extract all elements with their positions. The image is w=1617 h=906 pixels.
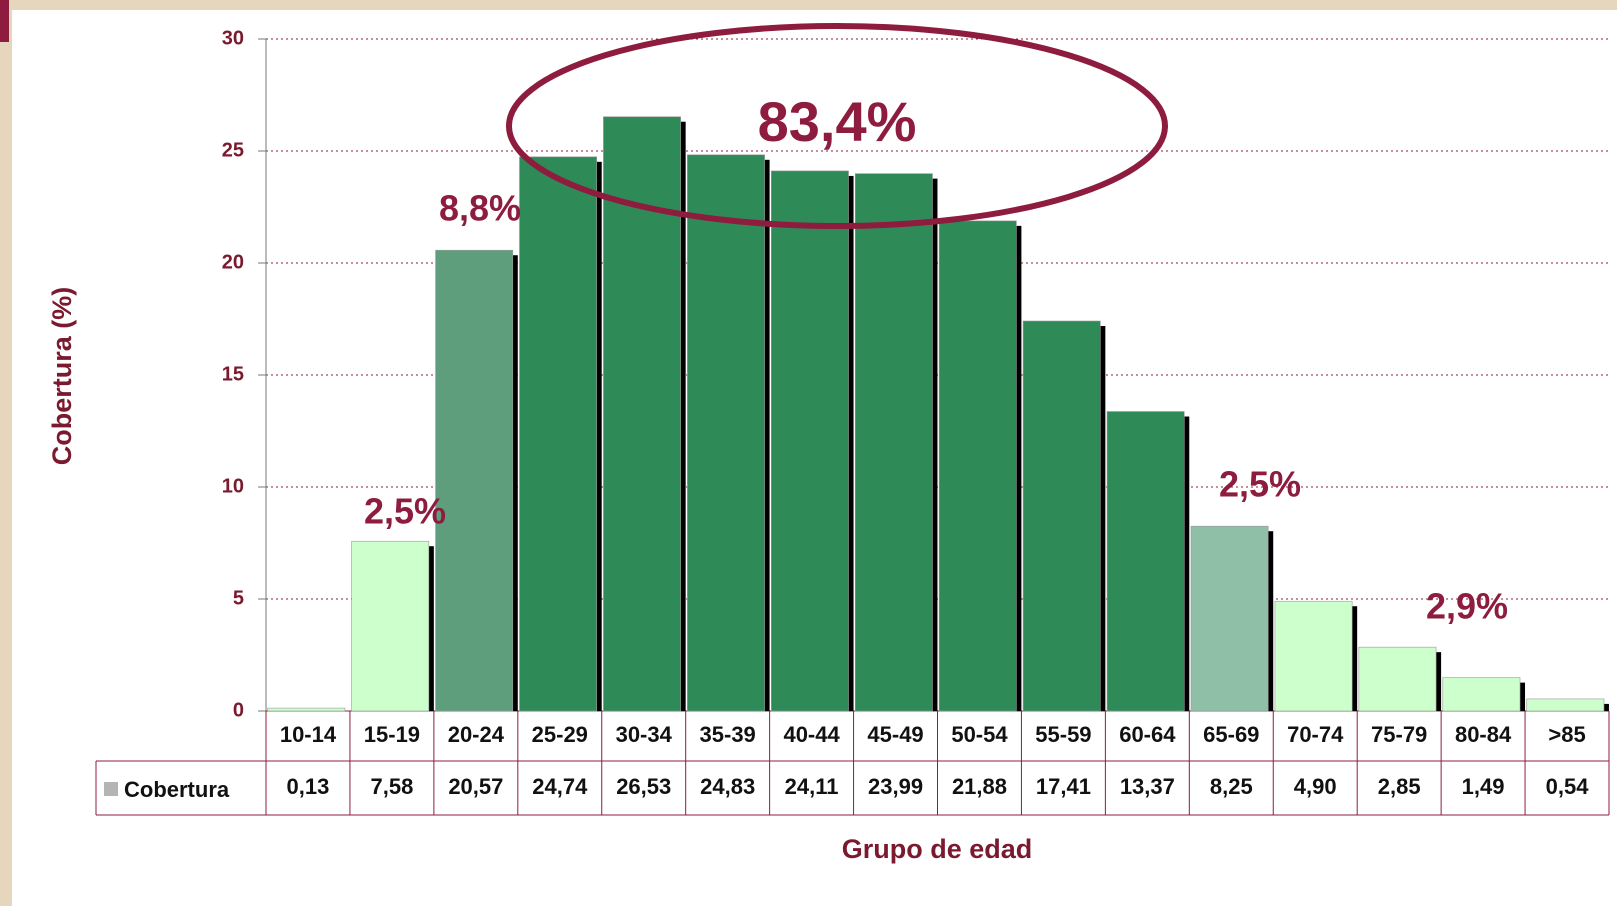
table-value: 2,85	[1378, 774, 1421, 799]
x-tick-label: 65-69	[1203, 722, 1259, 747]
legend-label: Cobertura	[124, 777, 230, 802]
y-tick-label: 20	[222, 251, 244, 273]
x-tick-label: 70-74	[1287, 722, 1344, 747]
table-value: 24,11	[785, 774, 839, 799]
table-value: 21,88	[952, 774, 1007, 799]
bar	[1526, 698, 1605, 712]
bar	[1442, 677, 1521, 712]
x-tick-label: 15-19	[364, 722, 420, 747]
annotation: 8,8%	[439, 188, 521, 229]
annotation: 83,4%	[758, 90, 917, 153]
table-value: 8,25	[1210, 774, 1253, 799]
x-tick-label: 25-29	[532, 722, 588, 747]
x-tick-label: 55-59	[1035, 722, 1091, 747]
table-value: 23,99	[868, 774, 923, 799]
annotation: 2,9%	[1426, 586, 1508, 627]
x-tick-label: 35-39	[700, 722, 756, 747]
table-value: 13,37	[1120, 774, 1175, 799]
bar	[1022, 320, 1101, 712]
annotation: 2,5%	[1219, 464, 1301, 505]
bar	[435, 249, 514, 712]
y-axis-title: Cobertura (%)	[47, 287, 77, 466]
x-tick-label: 45-49	[867, 722, 923, 747]
x-tick-label: 30-34	[616, 722, 673, 747]
legend-swatch	[104, 782, 118, 796]
x-tick-label: 80-84	[1455, 722, 1512, 747]
annotation: 2,5%	[364, 491, 446, 532]
table-value: 24,74	[532, 774, 588, 799]
y-tick-label: 15	[222, 363, 244, 385]
y-tick-label: 30	[222, 27, 244, 49]
bar	[687, 154, 765, 712]
x-tick-label: 50-54	[951, 722, 1008, 747]
y-tick-label: 25	[222, 139, 244, 161]
bar	[938, 220, 1017, 712]
table-value: 20,57	[448, 774, 503, 799]
x-axis-title: Grupo de edad	[842, 834, 1033, 864]
bar	[1358, 646, 1437, 712]
y-tick-label: 10	[222, 475, 244, 497]
table-value: 4,90	[1294, 774, 1337, 799]
x-tick-label: 60-64	[1119, 722, 1176, 747]
bar	[1106, 411, 1185, 712]
corner	[0, 0, 9, 42]
x-tick-label: 20-24	[448, 722, 505, 747]
bar	[519, 156, 598, 712]
x-tick-label: >85	[1548, 722, 1585, 747]
bar	[267, 707, 346, 712]
bar	[351, 540, 430, 712]
x-tick-label: 40-44	[783, 722, 840, 747]
bar	[603, 116, 681, 712]
bar	[854, 173, 933, 712]
y-tick-label: 5	[233, 587, 244, 609]
table-value: 0,54	[1546, 774, 1590, 799]
highlight-ellipse	[506, 23, 1168, 229]
table-value: 17,41	[1036, 774, 1091, 799]
table-value: 1,49	[1462, 774, 1505, 799]
y-tick-label: 0	[233, 699, 244, 721]
table-value: 24,83	[700, 774, 755, 799]
bar	[1274, 600, 1353, 712]
table-value: 7,58	[370, 774, 413, 799]
bar	[771, 170, 849, 712]
x-tick-label: 75-79	[1371, 722, 1427, 747]
bar	[1190, 525, 1269, 712]
table-value: 0,13	[287, 774, 330, 799]
x-tick-label: 10-14	[280, 722, 337, 747]
table-value: 26,53	[616, 774, 671, 799]
